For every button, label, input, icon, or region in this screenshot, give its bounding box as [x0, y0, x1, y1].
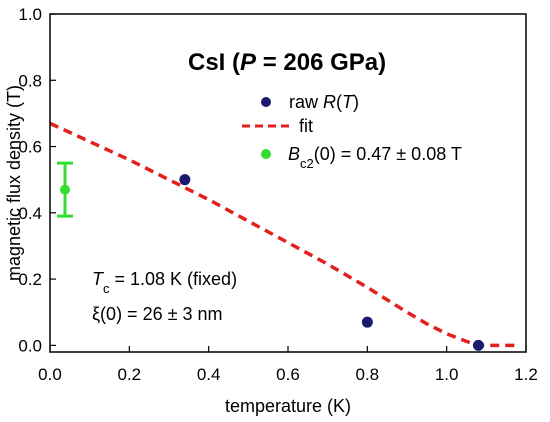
fit-line	[49, 121, 519, 348]
y-tick-label: 0.8	[18, 71, 42, 90]
errorbar-layer	[57, 161, 73, 218]
y-tick-label: 0.2	[18, 270, 42, 289]
y-tick-label: 0.4	[18, 204, 42, 223]
points-layer	[179, 174, 484, 351]
x-tick-label: 0.0	[38, 365, 62, 384]
legend: raw R(T) fit Bc2(0) = 0.47 ± 0.08 T	[242, 92, 462, 171]
x-tick-label: 1.2	[514, 365, 538, 384]
raw-data-point	[472, 339, 484, 351]
x-tick-label: 1.0	[435, 365, 459, 384]
y-ticks: 0.0 0.2 0.4 0.6 0.8 1.0	[18, 5, 56, 355]
legend-raw-label: raw R(T)	[289, 92, 359, 112]
annotation-tc: Tc = 1.08 K (fixed)	[92, 269, 237, 296]
y-tick-label: 0.0	[18, 336, 42, 355]
x-tick-label: 0.8	[356, 365, 380, 384]
y-axis-label: magnetic flux density (T)	[4, 85, 24, 281]
x-tick-label: 0.2	[118, 365, 142, 384]
legend-bc2-marker	[261, 149, 271, 159]
annotation-xi: ξ(0) = 26 ± 3 nm	[92, 304, 223, 324]
y-tick-label: 0.6	[18, 138, 42, 157]
legend-fit-label: fit	[299, 116, 313, 136]
fit-layer	[49, 121, 519, 348]
bc2-point	[60, 184, 70, 195]
x-axis-label: temperature (K)	[225, 396, 351, 416]
x-tick-label: 0.4	[197, 365, 221, 384]
legend-raw-marker	[261, 97, 271, 107]
x-tick-label: 0.6	[276, 365, 300, 384]
chart-title: CsI (P = 206 GPa)	[188, 49, 386, 76]
legend-bc2-label: Bc2(0) = 0.47 ± 0.08 T	[288, 144, 462, 171]
y-tick-label: 1.0	[18, 5, 42, 24]
x-ticks: 0.0 0.2 0.4 0.6 0.8 1.0 1.2	[38, 346, 538, 384]
raw-data-point	[361, 316, 373, 328]
raw-data-point	[179, 174, 191, 186]
